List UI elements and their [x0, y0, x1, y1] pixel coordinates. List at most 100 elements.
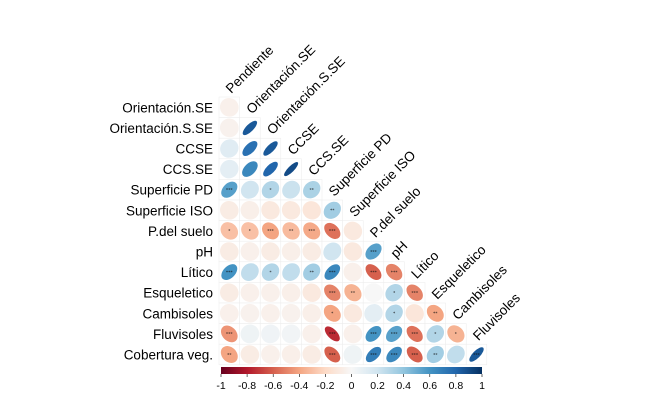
correlation-ellipse: [386, 346, 402, 363]
significance-marker: *: [269, 188, 272, 194]
cell-fluvisoles-orientacion-s-se: [259, 323, 282, 345]
row-labels: Orientación.SE Orientación.S.SE CCSE CCS.SE…: [109, 100, 213, 362]
significance-marker: ***: [370, 352, 378, 358]
cell-cobertura-veg-fluvisoles: ***: [465, 343, 488, 366]
cell-ccs-se-orientacion-s-se: [259, 158, 282, 180]
row-label-orientacion-s-se: Orientación.S.SE: [109, 121, 213, 136]
cell-orientacion-s-se-pendiente: [218, 117, 240, 139]
cell-cambisoles-ccs-se: [301, 302, 323, 324]
cell-ccse-pendiente: [218, 137, 240, 160]
correlation-ellipse: [343, 324, 363, 344]
correlation-ellipse: [343, 262, 363, 282]
cell-cobertura-veg-orientacion-s-se: [259, 343, 282, 366]
correlation-ellipse: [426, 325, 445, 343]
correlation-ellipse: [365, 264, 382, 281]
correlation-ellipse: [220, 325, 238, 343]
cell-cobertura-veg-pendiente: **: [218, 343, 240, 366]
correlation-ellipse: [364, 283, 383, 303]
colorbar-tick-label: 0.4: [396, 380, 411, 392]
correlation-ellipse: [303, 263, 321, 281]
correlation-ellipse: [240, 200, 260, 220]
cell-fluvisoles-cambisoles: *: [445, 323, 467, 345]
cell-ph-superficie-iso: [342, 240, 364, 263]
cell-ph-p-del-suelo: ***: [362, 240, 385, 263]
significance-marker: ***: [329, 270, 337, 276]
cell-litico-ph: ***: [383, 261, 405, 283]
correlation-ellipse: [282, 222, 300, 240]
correlation-ellipse: [281, 324, 301, 344]
cell-superficie-iso-ccs-se: [301, 199, 323, 221]
colorbar-gradient: [221, 367, 482, 374]
significance-marker: *: [249, 229, 252, 235]
correlation-ellipse: [220, 283, 239, 302]
significance-marker: ***: [267, 229, 275, 235]
correlation-ellipse: [324, 284, 341, 301]
cell-fluvisoles-litico: ***: [404, 323, 426, 345]
colorbar-tick-label: 1: [479, 380, 485, 392]
correlation-ellipse: [219, 118, 239, 138]
cell-cobertura-veg-superficie-iso: [342, 343, 364, 366]
cell-esqueletico-superficie-iso: **: [342, 282, 364, 304]
row-label-ccs-se: CCS.SE: [163, 162, 213, 177]
significance-marker: **: [227, 352, 232, 358]
cell-cobertura-veg-p-del-suelo: ***: [362, 343, 385, 366]
correlation-ellipse: [220, 201, 239, 220]
correlation-ellipse: [385, 304, 403, 323]
cell-esqueletico-ccse: [280, 282, 302, 304]
cell-cambisoles-ph: *: [383, 302, 405, 324]
cell-ph-orientacion-se: [239, 240, 261, 263]
cell-orientacion-se-pendiente: [218, 96, 240, 118]
cell-fluvisoles-p-del-suelo: ***: [362, 323, 385, 345]
cell-fluvisoles-esqueletico: *: [424, 323, 446, 345]
row-label-esqueletico: Esqueletico: [143, 286, 213, 301]
correlation-ellipse: [220, 159, 239, 179]
cell-esqueletico-pendiente: [218, 282, 240, 304]
correlation-ellipse: [282, 180, 301, 199]
cell-ccs-se-pendiente: [218, 158, 240, 180]
cell-ccse-orientacion-s-se: [259, 137, 282, 160]
cell-ccse-orientacion-se: [239, 137, 261, 160]
significance-marker: **: [330, 208, 335, 214]
cell-cambisoles-orientacion-se: [239, 302, 261, 324]
correlation-ellipse: [261, 242, 280, 261]
row-label-orientacion-se: Orientación.SE: [122, 100, 213, 115]
cell-p-del-suelo-orientacion-se: *: [239, 220, 261, 242]
correlation-ellipse: [303, 222, 321, 240]
cell-cobertura-veg-esqueletico: **: [424, 343, 446, 366]
cell-litico-ccs-se: **: [301, 261, 323, 283]
correlation-ellipse: [242, 141, 258, 156]
colorbar-tick-label: -0.4: [290, 380, 308, 392]
correlation-ellipse: [221, 181, 238, 198]
cell-p-del-suelo-ccse: **: [280, 220, 302, 242]
cell-cambisoles-pendiente: [218, 302, 240, 324]
correlation-ellipse: [302, 324, 322, 344]
row-label-litico: Lítico: [181, 265, 213, 280]
cell-fluvisoles-superficie-pd: ***: [321, 323, 343, 345]
cell-superficie-iso-ccse: [280, 199, 302, 221]
significance-marker: ***: [329, 332, 337, 338]
correlation-ellipse: [261, 303, 280, 323]
correlation-ellipse: [241, 263, 259, 281]
correlation-ellipse: [324, 264, 341, 280]
colorbar: -1 -0.8 -0.6 -0.4 -0.2 0 0.2 0.4 0.6 0.8 1: [216, 367, 485, 392]
correlation-ellipse: [302, 303, 322, 323]
significance-marker: ***: [226, 188, 234, 194]
significance-marker: ***: [226, 332, 234, 338]
cell-ph-ccs-se: [301, 240, 323, 263]
significance-marker: ***: [226, 270, 234, 276]
cell-superficie-pd-orientacion-s-se: *: [259, 179, 282, 201]
colorbar-tick-label: 0.2: [370, 380, 385, 392]
cell-superficie-iso-orientacion-se: [239, 199, 261, 221]
cell-cambisoles-superficie-iso: [342, 302, 364, 324]
significance-marker: ***: [329, 291, 337, 297]
cell-esqueletico-ccs-se: [301, 282, 323, 304]
cell-cobertura-veg-cambisoles: [445, 343, 467, 366]
cell-superficie-pd-ccse: [280, 179, 302, 201]
significance-marker: ***: [329, 229, 337, 235]
correlation-ellipse: [282, 263, 300, 281]
correlation-ellipse: [344, 284, 362, 302]
correlation-ellipse: [263, 141, 278, 156]
correlation-ellipse: [281, 345, 301, 364]
cell-esqueletico-ph: *: [383, 282, 405, 304]
significance-marker: ***: [370, 249, 378, 255]
